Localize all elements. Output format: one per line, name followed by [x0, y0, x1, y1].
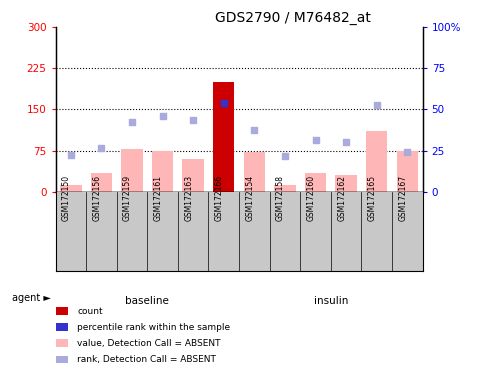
Text: GSM172158: GSM172158	[276, 175, 285, 221]
Point	[128, 119, 136, 125]
Point	[373, 102, 381, 108]
Point	[67, 152, 75, 158]
Bar	[366, 131, 387, 192]
Point	[342, 139, 350, 146]
Point	[312, 137, 319, 143]
Text: GSM172154: GSM172154	[245, 175, 255, 221]
Bar	[397, 151, 418, 192]
Text: GSM172163: GSM172163	[184, 175, 193, 221]
Text: count: count	[77, 306, 103, 316]
Point	[189, 118, 197, 124]
Text: GSM172156: GSM172156	[92, 175, 101, 221]
Text: GSM172165: GSM172165	[368, 175, 377, 221]
Text: GSM172161: GSM172161	[154, 175, 163, 221]
Text: GDS2790 / M76482_at: GDS2790 / M76482_at	[215, 11, 371, 25]
Bar	[335, 175, 357, 192]
Text: rank, Detection Call = ABSENT: rank, Detection Call = ABSENT	[77, 355, 216, 364]
Text: GSM172162: GSM172162	[337, 175, 346, 221]
Bar	[305, 173, 327, 192]
Point	[251, 127, 258, 133]
Text: baseline: baseline	[126, 296, 169, 306]
Text: GSM172166: GSM172166	[215, 175, 224, 221]
Text: percentile rank within the sample: percentile rank within the sample	[77, 323, 230, 332]
Text: GSM172167: GSM172167	[398, 175, 407, 221]
Point	[281, 153, 289, 159]
Bar	[121, 149, 143, 192]
Bar	[213, 82, 235, 192]
Point	[159, 113, 167, 119]
Text: agent ►: agent ►	[12, 293, 51, 303]
Text: insulin: insulin	[313, 296, 348, 306]
Bar	[183, 159, 204, 192]
Bar	[60, 185, 82, 192]
Text: value, Detection Call = ABSENT: value, Detection Call = ABSENT	[77, 339, 221, 348]
Text: GSM172159: GSM172159	[123, 175, 132, 221]
Point	[220, 100, 227, 106]
Bar	[274, 185, 296, 192]
Text: GSM172160: GSM172160	[307, 175, 315, 221]
Bar	[244, 152, 265, 192]
Point	[403, 149, 411, 156]
Bar	[91, 173, 112, 192]
Text: GSM172150: GSM172150	[62, 175, 71, 221]
Point	[98, 145, 105, 151]
Bar	[152, 151, 173, 192]
